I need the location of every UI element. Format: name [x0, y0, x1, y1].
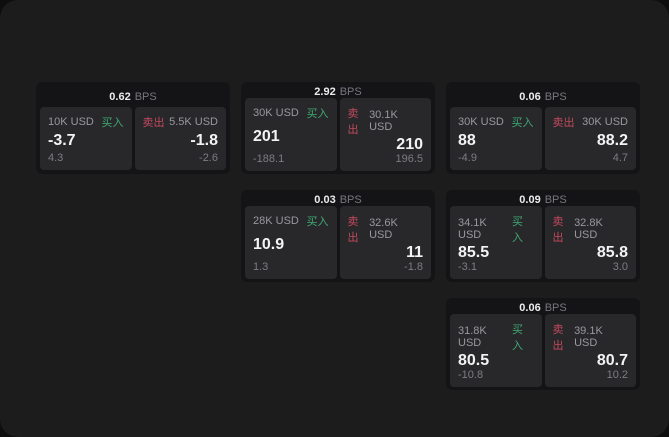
- buy-delta: -10.8: [458, 369, 484, 381]
- bps-value: 0.09: [519, 194, 541, 206]
- card-body: 28K USD 买入 10.9 1.3 卖出 32.6K USD 11 -1.8: [245, 206, 431, 279]
- sell-delta: 196.5: [395, 153, 423, 165]
- quote-card: 0.03 BPS 28K USD 买入 10.9 1.3 卖出 32.6K US…: [241, 190, 435, 282]
- buy-delta: 1.3: [253, 261, 269, 273]
- sell-amount: 32.8K USD: [574, 217, 603, 241]
- sell-price: 210: [396, 136, 423, 153]
- buy-amount: 28K USD: [253, 215, 299, 227]
- buy-label: 买入: [511, 324, 523, 352]
- sell-delta: 4.7: [612, 152, 628, 164]
- bps-header: 0.06 BPS: [450, 86, 636, 107]
- buy-amount: 10K USD: [48, 116, 94, 128]
- bps-header: 0.03 BPS: [245, 194, 431, 206]
- buy-price: 10.9: [253, 236, 285, 253]
- sell-price: 80.7: [596, 352, 628, 369]
- buy-label: 买入: [306, 108, 329, 120]
- buy-price: 80.5: [458, 352, 490, 369]
- card-body: 34.1K USD 买入 85.5 -3.1 卖出 32.8K USD 85.8…: [450, 206, 636, 279]
- sell-price: 85.8: [596, 244, 628, 261]
- buy-amount: 34.1K USD: [458, 217, 487, 241]
- card-body: 30K USD 买入 201 -188.1 卖出 30.1K USD 210 1…: [245, 98, 431, 171]
- bps-value: 0.03: [314, 194, 336, 206]
- bps-unit-label: BPS: [339, 194, 362, 206]
- sell-label: 卖出: [552, 216, 564, 244]
- buy-delta: -3.1: [458, 261, 477, 273]
- bps-value: 2.92: [314, 86, 336, 98]
- buy-price: 201: [253, 128, 280, 145]
- bps-header: 0.06 BPS: [450, 302, 636, 314]
- buy-delta: -4.9: [458, 152, 477, 164]
- sell-delta: 3.0: [612, 261, 628, 273]
- sell-tile[interactable]: 卖出 32.6K USD 11 -1.8: [339, 206, 431, 279]
- sell-amount: 32.6K USD: [369, 217, 398, 241]
- bps-value: 0.06: [519, 90, 541, 103]
- sell-amount: 39.1K USD: [574, 325, 603, 349]
- sell-tile[interactable]: 卖出 5.5K USD -1.8 -2.6: [134, 107, 226, 170]
- buy-amount: 31.8K USD: [458, 325, 487, 349]
- sell-amount: 30.1K USD: [369, 109, 398, 133]
- buy-label: 买入: [511, 216, 523, 244]
- buy-amount: 30K USD: [458, 116, 504, 128]
- buy-tile[interactable]: 30K USD 买入 201 -188.1: [245, 98, 337, 171]
- sell-delta: -2.6: [199, 152, 218, 164]
- bps-value: 0.62: [109, 90, 131, 103]
- quote-card: 2.92 BPS 30K USD 买入 201 -188.1 卖出 30.1K …: [241, 82, 435, 174]
- bps-unit-label: BPS: [544, 90, 567, 103]
- sell-delta: -1.8: [404, 261, 423, 273]
- buy-label: 买入: [101, 117, 124, 129]
- buy-label: 买入: [306, 216, 329, 228]
- bps-header: 2.92 BPS: [245, 86, 431, 98]
- buy-amount: 30K USD: [253, 107, 299, 119]
- sell-amount: 30K USD: [582, 116, 628, 128]
- quote-card: 0.62 BPS 10K USD 买入 -3.7 4.3 卖出 5.5K USD: [36, 82, 230, 174]
- quote-card: 0.06 BPS 30K USD 买入 88 -4.9 卖出 30K USD: [446, 82, 640, 174]
- bps-unit-label: BPS: [544, 194, 567, 206]
- quote-card: 0.09 BPS 34.1K USD 买入 85.5 -3.1 卖出 32.8K…: [446, 190, 640, 282]
- buy-tile[interactable]: 30K USD 买入 88 -4.9: [450, 107, 542, 170]
- bps-unit-label: BPS: [544, 302, 567, 314]
- bps-value: 0.06: [519, 302, 541, 314]
- buy-price: 85.5: [458, 244, 490, 261]
- buy-delta: 4.3: [48, 152, 64, 164]
- sell-price: -1.8: [190, 132, 218, 149]
- buy-label: 买入: [511, 117, 534, 129]
- sell-delta: 10.2: [606, 369, 628, 381]
- sell-price: 11: [406, 244, 423, 261]
- card-body: 30K USD 买入 88 -4.9 卖出 30K USD 88.2 4.7: [450, 107, 636, 170]
- bps-unit-label: BPS: [134, 90, 157, 103]
- bps-header: 0.09 BPS: [450, 194, 636, 206]
- sell-tile[interactable]: 卖出 30K USD 88.2 4.7: [544, 107, 636, 170]
- buy-tile[interactable]: 28K USD 买入 10.9 1.3: [245, 206, 337, 279]
- sell-price: 88.2: [596, 132, 628, 149]
- buy-tile[interactable]: 34.1K USD 买入 85.5 -3.1: [450, 206, 542, 279]
- buy-delta: -188.1: [253, 153, 285, 165]
- sell-label: 卖出: [142, 117, 165, 129]
- sell-tile[interactable]: 卖出 30.1K USD 210 196.5: [339, 98, 431, 171]
- sell-amount: 5.5K USD: [169, 116, 218, 128]
- quote-cards-grid: 0.62 BPS 10K USD 买入 -3.7 4.3 卖出 5.5K USD: [36, 82, 640, 390]
- sell-tile[interactable]: 卖出 39.1K USD 80.7 10.2: [544, 314, 636, 387]
- sell-label: 卖出: [552, 117, 575, 129]
- bps-header: 0.62 BPS: [40, 86, 226, 107]
- sell-label: 卖出: [347, 216, 359, 244]
- sell-tile[interactable]: 卖出 32.8K USD 85.8 3.0: [544, 206, 636, 279]
- buy-tile[interactable]: 10K USD 买入 -3.7 4.3: [40, 107, 132, 170]
- sell-label: 卖出: [347, 108, 359, 136]
- quote-card: 0.06 BPS 31.8K USD 买入 80.5 -10.8 卖出 39.1…: [446, 298, 640, 390]
- bps-unit-label: BPS: [339, 86, 362, 98]
- buy-price: 88: [458, 132, 476, 149]
- card-body: 31.8K USD 买入 80.5 -10.8 卖出 39.1K USD 80.…: [450, 314, 636, 387]
- buy-price: -3.7: [48, 132, 76, 149]
- sell-label: 卖出: [552, 324, 564, 352]
- card-body: 10K USD 买入 -3.7 4.3 卖出 5.5K USD -1.8 -2.…: [40, 107, 226, 170]
- buy-tile[interactable]: 31.8K USD 买入 80.5 -10.8: [450, 314, 542, 387]
